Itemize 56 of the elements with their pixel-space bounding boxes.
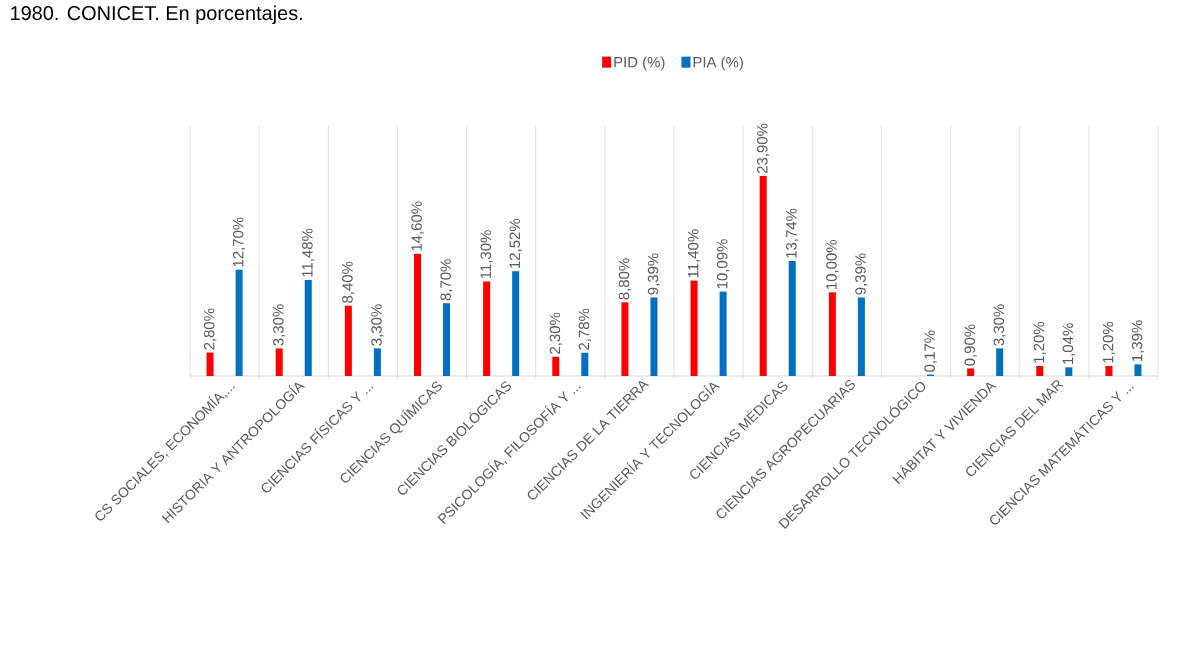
data-label: 8,80% bbox=[618, 258, 632, 300]
bar bbox=[373, 348, 381, 376]
bar bbox=[304, 279, 312, 376]
data-label: 8,70% bbox=[440, 259, 453, 301]
bar bbox=[235, 269, 243, 376]
data-label: 1,39% bbox=[1131, 320, 1145, 362]
bar bbox=[206, 352, 214, 376]
bar bbox=[1105, 365, 1113, 376]
bar bbox=[275, 348, 283, 376]
legend-label: PIA (%) bbox=[693, 56, 743, 71]
bar bbox=[650, 297, 658, 376]
data-label: 9,39% bbox=[855, 253, 868, 295]
bar bbox=[413, 253, 421, 376]
bar bbox=[1065, 367, 1073, 376]
bar bbox=[967, 368, 975, 376]
bar bbox=[690, 280, 698, 376]
bar bbox=[581, 352, 589, 376]
data-label: 23,90% bbox=[757, 123, 770, 174]
data-label: 10,00% bbox=[826, 239, 839, 289]
data-label: 3,30% bbox=[993, 304, 1006, 346]
data-label: 11,30% bbox=[480, 230, 493, 279]
data-label: 12,70% bbox=[232, 217, 246, 267]
bar bbox=[621, 302, 629, 376]
bar bbox=[719, 291, 727, 376]
bar bbox=[443, 303, 451, 376]
data-label: 1,04% bbox=[1062, 323, 1075, 364]
chart-title: 1980. CONICET. En porcentajes. bbox=[11, 5, 302, 25]
data-label: 13,74% bbox=[786, 208, 799, 258]
legend-label: PID (%) bbox=[614, 56, 665, 71]
data-label: 1,20% bbox=[1102, 321, 1116, 363]
data-label: 1,20% bbox=[1033, 321, 1046, 363]
data-label: 8,40% bbox=[342, 261, 355, 303]
bar bbox=[996, 348, 1004, 376]
bar bbox=[857, 297, 865, 376]
data-label: 2,30% bbox=[549, 312, 562, 354]
bar bbox=[1134, 364, 1142, 376]
data-label: 3,30% bbox=[273, 304, 286, 346]
bar bbox=[1036, 365, 1044, 376]
data-label: 10,09% bbox=[716, 239, 730, 289]
bar bbox=[552, 356, 560, 376]
bar bbox=[828, 292, 836, 376]
bar bbox=[788, 261, 796, 376]
data-label: 11,40% bbox=[687, 229, 701, 278]
data-label: 2,80% bbox=[203, 308, 217, 350]
bar bbox=[759, 176, 767, 376]
data-label: 0,90% bbox=[964, 324, 977, 366]
data-label: 9,39% bbox=[647, 253, 661, 295]
bar bbox=[344, 305, 352, 376]
bar bbox=[483, 281, 491, 376]
data-label: 3,30% bbox=[371, 304, 384, 346]
data-label: 2,78% bbox=[578, 308, 591, 350]
data-label: 14,60% bbox=[411, 201, 424, 251]
data-label: 12,52% bbox=[509, 218, 522, 268]
data-label: 11,48% bbox=[302, 228, 315, 277]
data-label: 0,17% bbox=[924, 330, 937, 372]
bar bbox=[512, 271, 520, 376]
